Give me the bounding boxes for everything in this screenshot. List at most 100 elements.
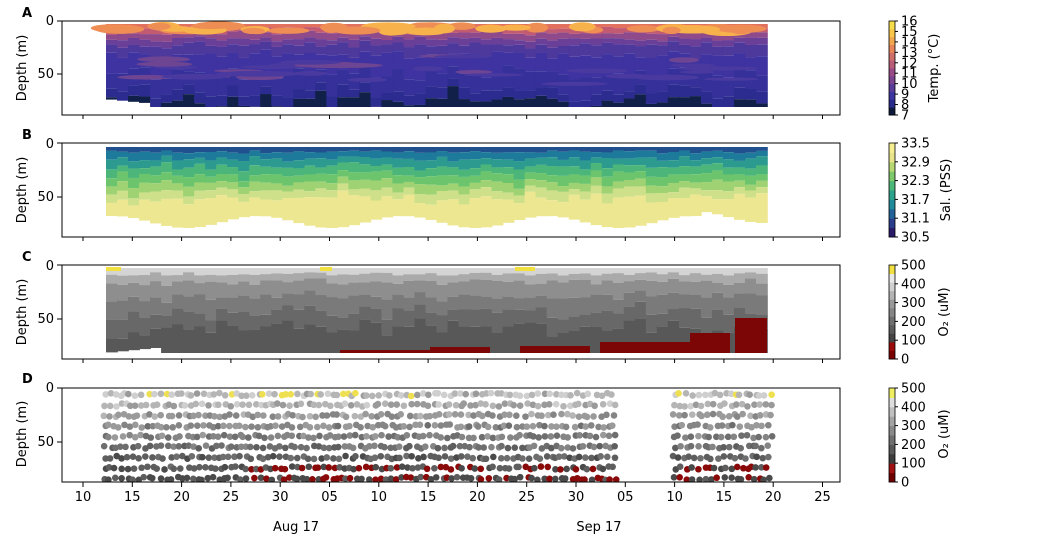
o2-sample-point: [688, 464, 695, 471]
colorbar-segment: [889, 36, 895, 45]
o2-low-patch: [735, 318, 767, 353]
field-cell: [535, 323, 548, 353]
o2-sample-point: [596, 442, 604, 450]
o2-sample-point: [695, 432, 702, 440]
panel-d-ytick-50: 50: [37, 435, 54, 450]
field-cell: [392, 175, 405, 184]
field-cell: [689, 182, 702, 189]
field-cell: [205, 190, 217, 199]
o2-sample-point: [482, 401, 489, 408]
o2-sample-point: [557, 466, 564, 473]
o2-sample-point: [479, 412, 486, 420]
o2-sample-point: [758, 464, 765, 471]
o2-sample-point: [469, 454, 477, 462]
field-cell: [546, 336, 559, 353]
colorbar-frame: [888, 20, 896, 116]
o2-sample-point: [740, 464, 747, 472]
o2-sample-point: [462, 390, 470, 398]
field-cell: [546, 200, 559, 217]
o2-sample-point: [202, 463, 209, 471]
field-cell: [579, 38, 592, 44]
o2-sample-point: [215, 401, 222, 409]
temp-patch: [525, 22, 549, 33]
field-cell: [535, 268, 548, 274]
field-cell: [150, 34, 162, 42]
colorbar-segment: [889, 453, 895, 464]
field-cell: [546, 268, 559, 274]
o2-sample-point: [727, 390, 735, 398]
o2-sample-point: [611, 401, 619, 409]
field-cell: [579, 279, 592, 298]
field-cell: [271, 106, 284, 107]
o2-sample-point: [395, 443, 403, 450]
field-cell: [579, 183, 592, 192]
field-cell: [359, 188, 372, 197]
colorbar-segment: [889, 152, 895, 163]
o2-sample-point: [702, 475, 710, 482]
o2-sample-point: [753, 421, 760, 429]
field-cell: [238, 274, 251, 282]
field-cell: [293, 328, 306, 353]
field-cell: [194, 147, 206, 153]
o2-sample-point: [251, 474, 258, 482]
field-cell: [656, 153, 669, 161]
field-cell: [106, 73, 118, 89]
o2-sample-point: [440, 391, 448, 399]
o2-sample-point: [298, 464, 306, 472]
field-cell: [359, 157, 372, 165]
field-cell: [601, 90, 614, 101]
field-cell: [436, 98, 449, 107]
o2-sample-point: [437, 434, 445, 441]
field-cell: [755, 273, 768, 284]
o2-sample-point: [671, 401, 678, 409]
field-cell: [711, 292, 724, 310]
field-cell: [370, 158, 383, 166]
field-cell: [612, 171, 625, 182]
o2-sample-point: [151, 390, 158, 398]
field-cell: [469, 326, 482, 353]
field-cell: [249, 197, 262, 217]
field-cell: [722, 33, 735, 41]
field-cell: [744, 175, 757, 185]
field-cell: [315, 46, 328, 55]
o2-sample-point: [364, 422, 371, 430]
o2-sample-point: [140, 473, 148, 481]
field-cell: [271, 167, 284, 175]
field-cell: [315, 173, 328, 182]
field-cell: [348, 24, 361, 29]
panel-b-ytick-0: 0: [46, 137, 54, 152]
field-cell: [744, 99, 757, 107]
panel-d-field: [100, 389, 776, 482]
o2-sample-point: [445, 401, 453, 408]
field-cell: [106, 97, 118, 100]
field-cell: [337, 284, 350, 299]
o2-sample-point: [287, 391, 295, 398]
field-cell: [370, 308, 383, 323]
temp-patch: [662, 26, 681, 35]
colorbar-segment: [889, 397, 895, 408]
field-cell: [623, 32, 636, 40]
field-cell: [469, 27, 482, 33]
o2-sample-point: [247, 455, 255, 463]
o2-sample-point: [214, 433, 222, 440]
o2-sample-point: [157, 475, 165, 482]
field-cell: [557, 332, 570, 353]
o2-sample-point: [584, 390, 592, 398]
field-cell: [216, 46, 228, 57]
temp-patch: [500, 24, 531, 31]
o2-sample-point: [178, 390, 185, 397]
o2-sample-point: [303, 444, 310, 452]
colorbar-tick-label: 32.9: [901, 155, 930, 170]
field-cell: [656, 45, 669, 56]
o2-sample-point: [397, 392, 405, 399]
o2-sample-point: [506, 391, 514, 399]
field-cell: [612, 188, 625, 198]
temp-patch: [293, 71, 328, 76]
o2-sample-point: [320, 444, 328, 452]
field-cell: [755, 37, 768, 45]
field-cell: [172, 268, 184, 276]
field-cell: [381, 178, 394, 188]
field-cell: [293, 24, 306, 29]
o2-sample-point: [676, 474, 683, 481]
field-cell: [183, 177, 195, 187]
